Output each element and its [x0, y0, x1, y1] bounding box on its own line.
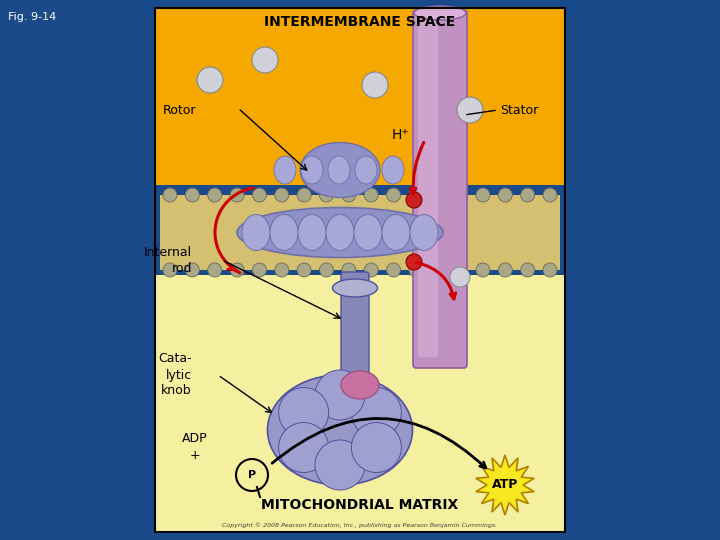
- Circle shape: [476, 263, 490, 277]
- FancyBboxPatch shape: [341, 272, 369, 388]
- Bar: [160, 195, 560, 270]
- Circle shape: [543, 188, 557, 202]
- Circle shape: [543, 263, 557, 277]
- Ellipse shape: [242, 214, 270, 251]
- Ellipse shape: [298, 214, 326, 251]
- FancyBboxPatch shape: [413, 10, 467, 368]
- Circle shape: [387, 263, 400, 277]
- Circle shape: [454, 188, 467, 202]
- Bar: [155, 8, 565, 185]
- Circle shape: [521, 263, 535, 277]
- Circle shape: [498, 188, 513, 202]
- Circle shape: [409, 263, 423, 277]
- Circle shape: [207, 263, 222, 277]
- Ellipse shape: [300, 143, 380, 198]
- Circle shape: [163, 263, 177, 277]
- Circle shape: [297, 188, 311, 202]
- Ellipse shape: [333, 279, 377, 297]
- Circle shape: [362, 72, 388, 98]
- Circle shape: [364, 263, 378, 277]
- Circle shape: [457, 97, 483, 123]
- Circle shape: [406, 192, 422, 208]
- Circle shape: [230, 263, 244, 277]
- Ellipse shape: [301, 156, 323, 184]
- Text: ADP
+: ADP +: [182, 432, 208, 462]
- Circle shape: [476, 188, 490, 202]
- Ellipse shape: [274, 156, 296, 184]
- Circle shape: [342, 263, 356, 277]
- Circle shape: [275, 188, 289, 202]
- Bar: [155, 275, 565, 532]
- Ellipse shape: [410, 214, 438, 251]
- Circle shape: [207, 188, 222, 202]
- FancyBboxPatch shape: [418, 21, 438, 357]
- Text: Rotor: Rotor: [163, 104, 196, 117]
- Text: H⁺: H⁺: [391, 128, 409, 142]
- Circle shape: [320, 263, 333, 277]
- Circle shape: [197, 67, 223, 93]
- Ellipse shape: [341, 371, 379, 399]
- Circle shape: [498, 263, 513, 277]
- Circle shape: [230, 188, 244, 202]
- Ellipse shape: [268, 375, 413, 485]
- Text: Fig. 9-14: Fig. 9-14: [8, 12, 56, 22]
- Circle shape: [431, 263, 445, 277]
- Ellipse shape: [237, 207, 443, 258]
- Ellipse shape: [328, 156, 350, 184]
- Ellipse shape: [382, 156, 404, 184]
- Text: ATP: ATP: [492, 478, 518, 491]
- Ellipse shape: [326, 214, 354, 251]
- Circle shape: [163, 188, 177, 202]
- Text: P: P: [248, 470, 256, 480]
- Circle shape: [275, 263, 289, 277]
- Ellipse shape: [354, 214, 382, 251]
- Text: Stator: Stator: [500, 104, 539, 117]
- Circle shape: [351, 422, 401, 472]
- Circle shape: [279, 422, 328, 472]
- Circle shape: [253, 188, 266, 202]
- Circle shape: [253, 263, 266, 277]
- Ellipse shape: [270, 214, 298, 251]
- Text: Cata-
lytic
knob: Cata- lytic knob: [158, 353, 192, 397]
- Circle shape: [252, 47, 278, 73]
- Circle shape: [185, 188, 199, 202]
- Circle shape: [351, 388, 401, 437]
- Circle shape: [320, 188, 333, 202]
- Circle shape: [387, 188, 400, 202]
- Text: INTERMEMBRANE SPACE: INTERMEMBRANE SPACE: [264, 15, 456, 29]
- Circle shape: [185, 263, 199, 277]
- Circle shape: [454, 263, 467, 277]
- Circle shape: [406, 254, 422, 270]
- Text: MITOCHONDRIAL MATRIX: MITOCHONDRIAL MATRIX: [261, 498, 459, 512]
- Circle shape: [315, 370, 365, 420]
- Ellipse shape: [355, 156, 377, 184]
- Circle shape: [431, 188, 445, 202]
- Circle shape: [409, 188, 423, 202]
- Circle shape: [279, 388, 328, 437]
- Bar: [155, 8, 565, 532]
- Circle shape: [297, 263, 311, 277]
- Ellipse shape: [414, 6, 466, 20]
- Circle shape: [315, 440, 365, 490]
- Ellipse shape: [382, 214, 410, 251]
- Text: Internal
rod: Internal rod: [144, 246, 192, 274]
- Circle shape: [364, 188, 378, 202]
- Circle shape: [450, 267, 470, 287]
- Polygon shape: [476, 455, 534, 515]
- Text: Copyright © 2008 Pearson Education, Inc., publishing as Pearson Benjamin Cumming: Copyright © 2008 Pearson Education, Inc.…: [222, 522, 498, 528]
- Circle shape: [521, 188, 535, 202]
- Circle shape: [342, 188, 356, 202]
